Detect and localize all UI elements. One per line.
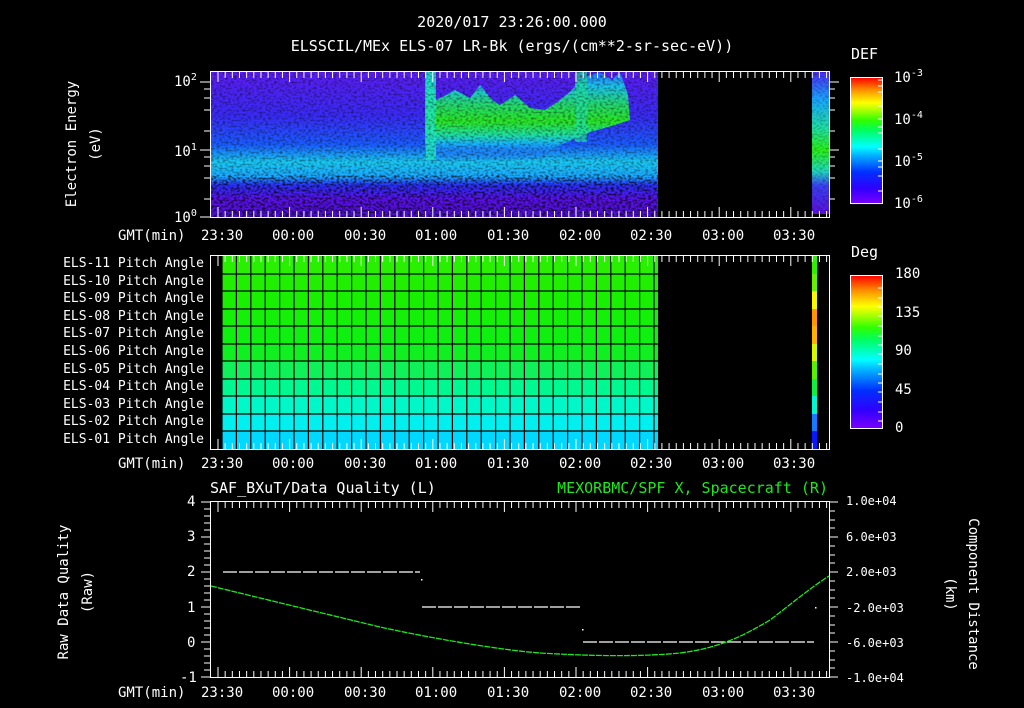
- time-tick: 00:30: [344, 228, 387, 244]
- plot-title: ELSSCIL/MEx ELS-07 LR-Bk (ergs/(cm**2-sr…: [290, 37, 734, 55]
- def-colorbar-title: DEF: [851, 45, 879, 63]
- row-label: ELS-02 Pitch Angle: [63, 414, 204, 430]
- time-tick: 01:00: [415, 685, 458, 701]
- distance-ytick: 2.0e+03: [846, 565, 897, 579]
- row-label: ELS-05 Pitch Angle: [63, 361, 204, 377]
- time-tick: 03:30: [773, 456, 816, 472]
- distance-ytick: -1.0e+04: [846, 671, 904, 685]
- def-colorbar: [850, 77, 883, 204]
- row-label: ELS-07 Pitch Angle: [63, 326, 204, 342]
- def-tick-1e-5: 10-5: [894, 152, 923, 170]
- row-label: ELS-03 Pitch Angle: [63, 396, 204, 412]
- energy-ytick-100: 102: [174, 72, 197, 90]
- spf-x-series: [210, 575, 830, 657]
- data-quality-series: [223, 571, 814, 643]
- time-tick: 01:30: [487, 456, 530, 472]
- distance-ytick: -6.0e+03: [846, 636, 904, 650]
- time-tick: 00:00: [272, 685, 315, 701]
- time-tick: 00:30: [344, 456, 387, 472]
- time-tick: 03:00: [702, 228, 745, 244]
- time-tick: 03:30: [773, 228, 816, 244]
- row-label: ELS-06 Pitch Angle: [63, 343, 204, 359]
- time-tick: 23:30: [201, 456, 244, 472]
- time-tick: 02:00: [559, 456, 602, 472]
- right-series-title: MEXORBMC/SPF X, Spacecraft (R): [557, 479, 828, 497]
- def-tick-1e-3: 10-3: [894, 68, 923, 86]
- quality-ytick: 1: [187, 600, 196, 616]
- row-label: ELS-01 Pitch Angle: [63, 431, 204, 447]
- energy-ytick-1: 100: [174, 208, 197, 226]
- time-tick: 02:00: [559, 685, 602, 701]
- def-tick-1e-6: 10-6: [894, 194, 923, 212]
- quality-ytick: 2: [187, 564, 196, 580]
- row-label: ELS-11 Pitch Angle: [63, 256, 204, 271]
- energy-spectrogram-panel: Electron Energy (eV) 102 101 100: [0, 0, 1024, 244]
- time-axis-label: GMT(min): [118, 456, 186, 472]
- quality-distance-panel: SAF_BXuT/Data Quality (L) MEXORBMC/SPF X…: [0, 470, 1024, 708]
- time-tick: 01:00: [415, 228, 458, 244]
- deg-tick-0: 0: [895, 420, 904, 436]
- row-label: ELS-04 Pitch Angle: [63, 379, 204, 395]
- time-tick: 02:30: [630, 456, 673, 472]
- row-label: ELS-09 Pitch Angle: [63, 291, 204, 307]
- row-label: ELS-10 Pitch Angle: [63, 273, 204, 289]
- time-tick: 03:00: [702, 456, 745, 472]
- quality-ytick: -1: [180, 670, 197, 686]
- distance-ytick: 6.0e+03: [846, 530, 897, 544]
- time-axis-label: GMT(min): [118, 228, 186, 244]
- time-tick: 01:30: [487, 685, 530, 701]
- time-tick: 00:00: [272, 456, 315, 472]
- time-tick: 00:30: [344, 685, 387, 701]
- time-tick: 01:00: [415, 456, 458, 472]
- left-series-title: SAF_BXuT/Data Quality (L): [210, 479, 436, 497]
- row-label: ELS-08 Pitch Angle: [63, 308, 204, 324]
- def-tick-1e-4: 10-4: [894, 110, 923, 128]
- time-tick: 02:30: [630, 685, 673, 701]
- deg-tick-90: 90: [895, 343, 912, 359]
- time-tick: 03:30: [773, 685, 816, 701]
- deg-tick-135: 135: [895, 305, 921, 321]
- energy-spectrogram-plot: [200, 71, 883, 218]
- pitch-angle-row-labels: ELS-11 Pitch Angle ELS-10 Pitch Angle EL…: [40, 256, 204, 450]
- plot-timestamp: 2020/017 23:26:00.000: [417, 13, 607, 31]
- time-tick: 00:00: [272, 228, 315, 244]
- time-tick: 02:30: [630, 228, 673, 244]
- deg-colorbar: [850, 275, 883, 429]
- time-tick: 23:30: [201, 228, 244, 244]
- energy-ytick-10: 101: [174, 142, 197, 160]
- pitch-angle-plot: [210, 255, 883, 450]
- distance-ytick: -2.0e+03: [846, 601, 904, 615]
- pitch-angle-panel: ELS-11 Pitch Angle ELS-10 Pitch Angle EL…: [0, 240, 1024, 480]
- quality-distance-plot: [201, 501, 838, 678]
- quality-ytick: 3: [187, 529, 196, 545]
- time-tick: 01:30: [487, 228, 530, 244]
- distance-ytick: 1.0e+04: [846, 494, 897, 508]
- quality-ytick: 4: [187, 494, 196, 510]
- time-axis-label: GMT(min): [118, 685, 186, 701]
- deg-tick-180: 180: [895, 266, 921, 282]
- deg-colorbar-title: Deg: [851, 243, 879, 261]
- quality-ytick: 0: [187, 635, 196, 651]
- time-tick: 03:00: [702, 685, 745, 701]
- time-tick: 23:30: [201, 685, 244, 701]
- time-tick: 02:00: [559, 228, 602, 244]
- deg-tick-45: 45: [895, 382, 912, 398]
